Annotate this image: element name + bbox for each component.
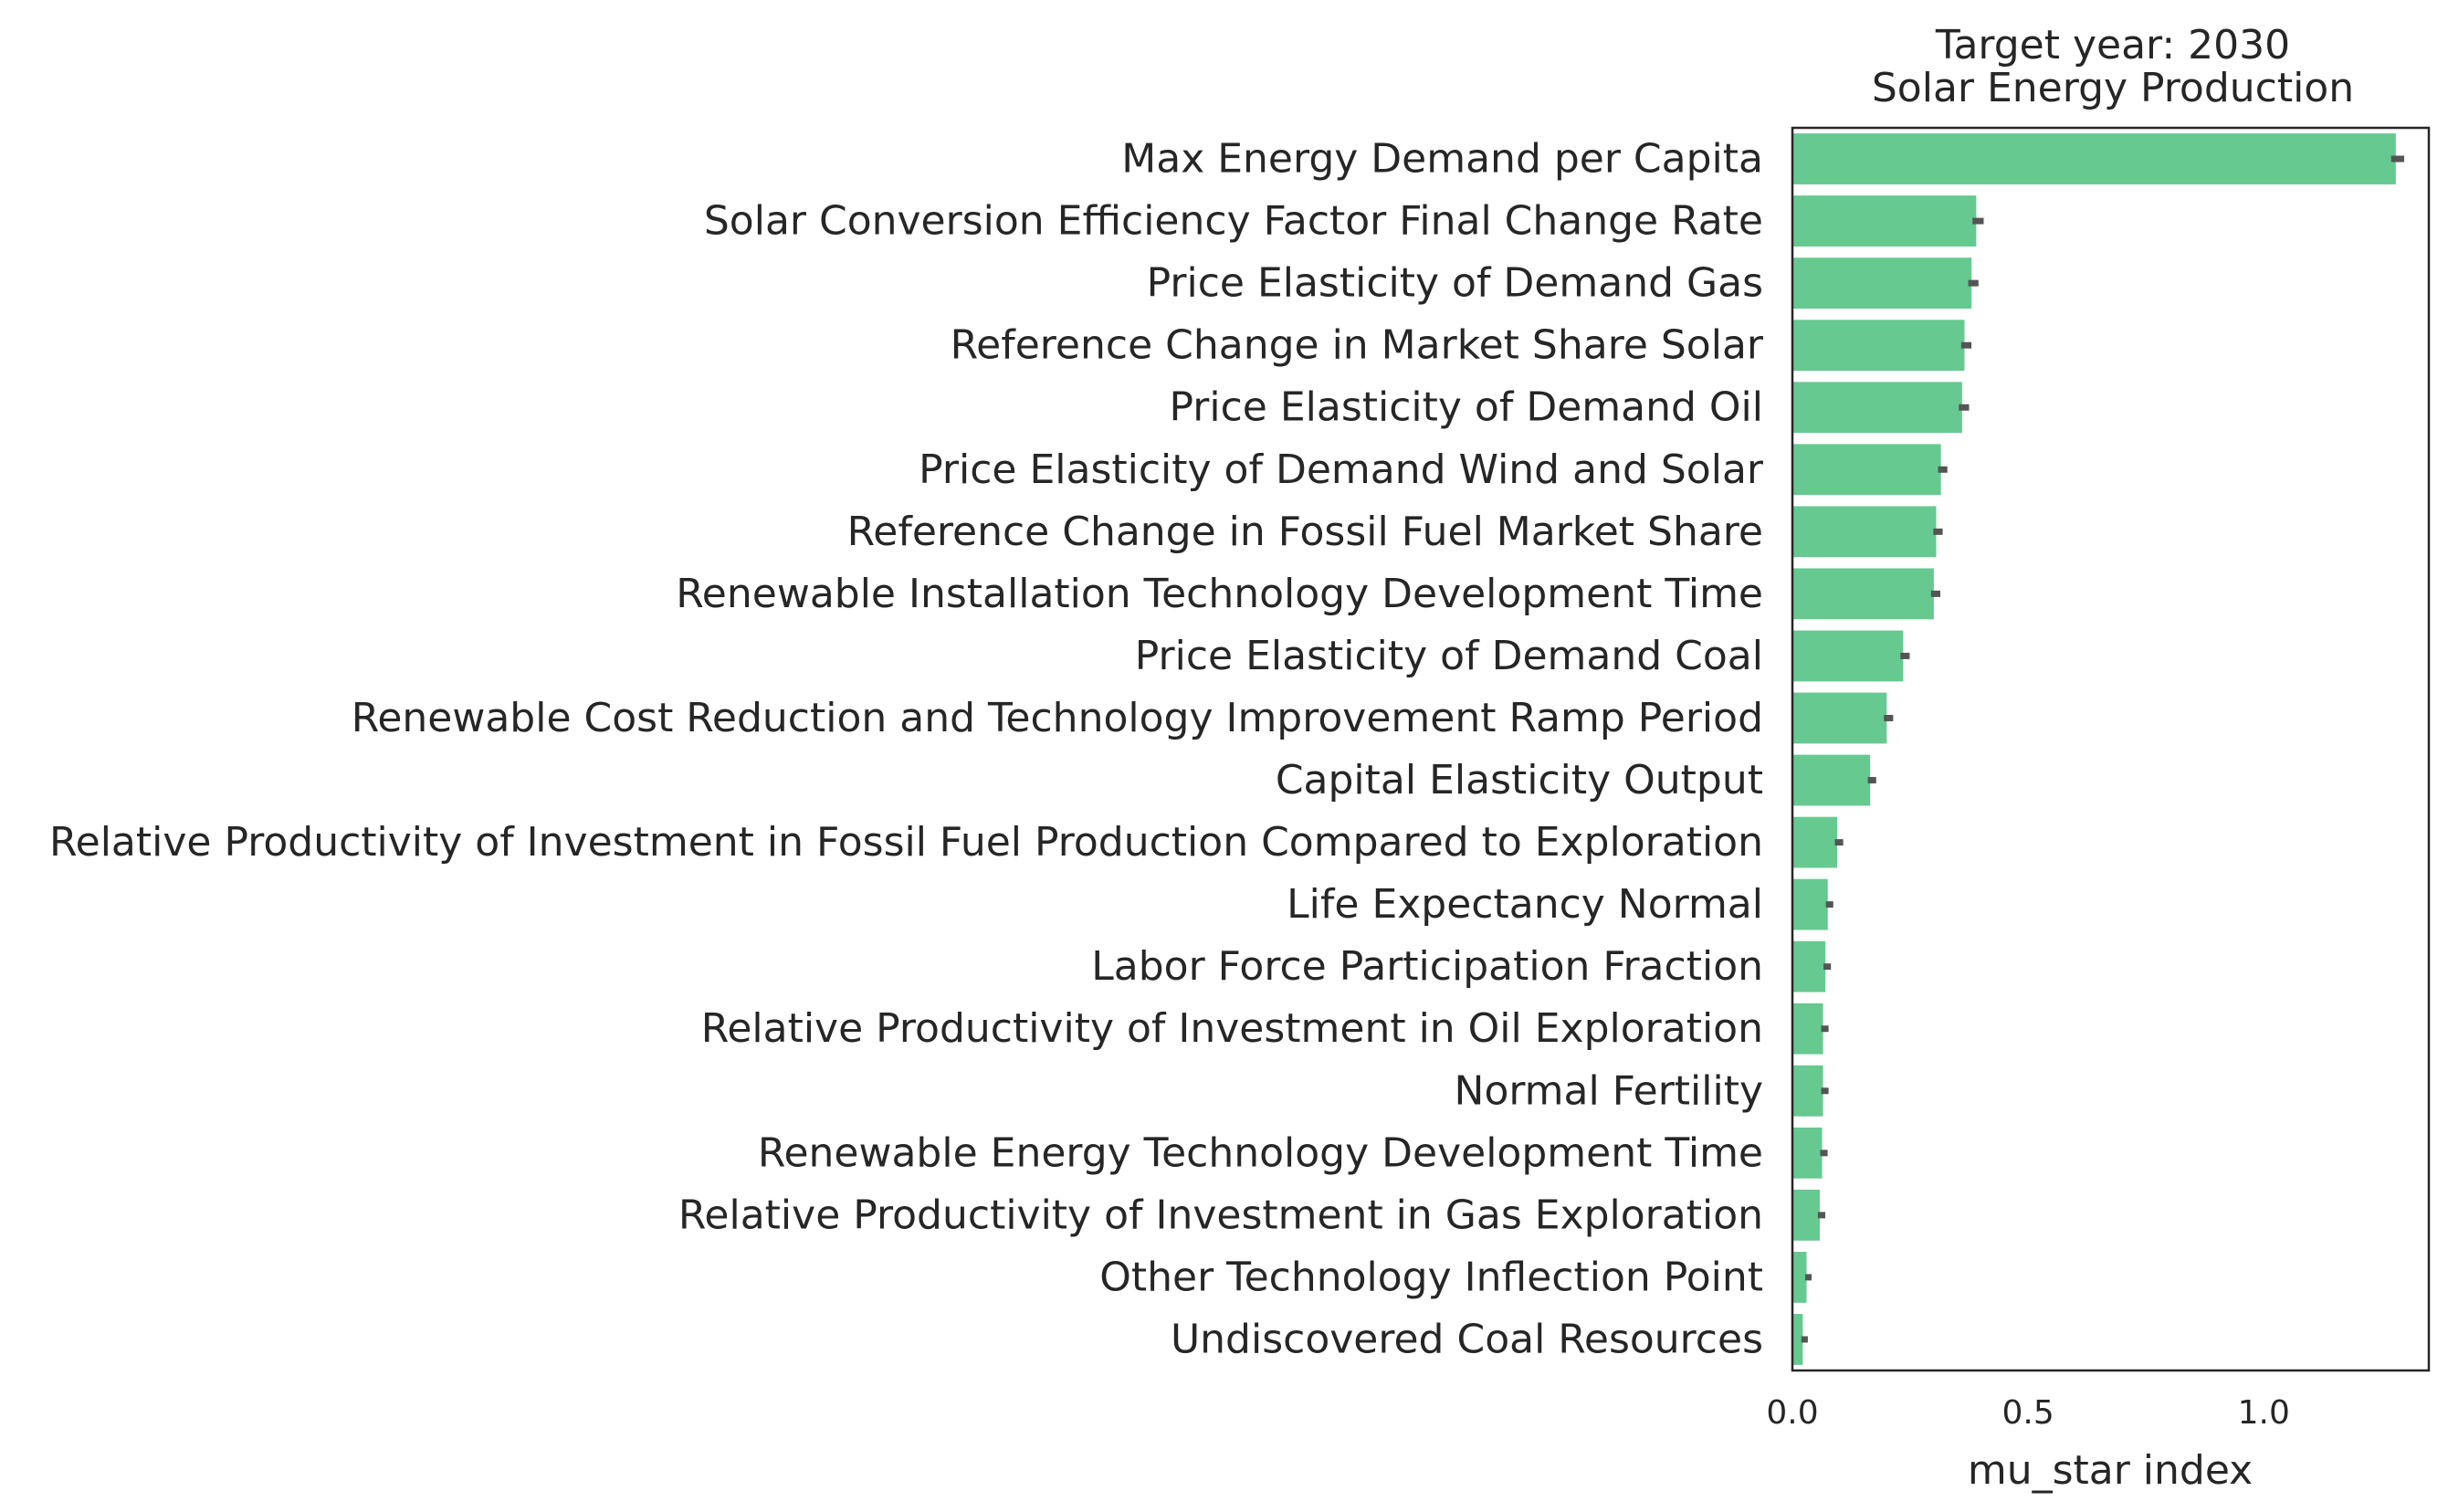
bar bbox=[1792, 1252, 1807, 1303]
bar bbox=[1792, 444, 1941, 496]
bars-group bbox=[1792, 133, 2405, 1365]
category-label: Solar Conversion Efficiency Factor Final… bbox=[704, 198, 1763, 245]
category-label: Other Technology Inflection Point bbox=[1099, 1254, 1763, 1300]
bar bbox=[1792, 382, 1962, 434]
bar bbox=[1792, 568, 1934, 620]
category-label: Relative Productivity of Investment in F… bbox=[49, 819, 1763, 866]
chart-title-line-2: Solar Energy Production bbox=[1872, 65, 2354, 111]
x-tick-label: 0.0 bbox=[1766, 1394, 1818, 1432]
chart-title-line-1: Target year: 2030 bbox=[1935, 22, 2290, 68]
plot-frame bbox=[1791, 126, 2431, 1372]
bar bbox=[1792, 1127, 1823, 1179]
x-axis-label: mu_star index bbox=[1968, 1447, 2253, 1494]
bar bbox=[1792, 754, 1871, 806]
bar bbox=[1792, 692, 1887, 744]
category-label: Renewable Installation Technology Develo… bbox=[676, 571, 1763, 617]
category-label: Renewable Energy Technology Development … bbox=[758, 1129, 1763, 1176]
bar bbox=[1792, 1314, 1803, 1365]
bar bbox=[1792, 630, 1904, 682]
category-label: Renewable Cost Reduction and Technology … bbox=[352, 695, 1763, 741]
category-label: Price Elasticity of Demand Oil bbox=[1170, 384, 1763, 431]
x-ticks-group: 0.0 0.5 1.0 bbox=[1766, 1394, 2290, 1432]
category-label: Relative Productivity of Investment in O… bbox=[701, 1005, 1763, 1052]
bar bbox=[1792, 506, 1937, 558]
bar bbox=[1792, 1189, 1820, 1241]
x-tick-label: 0.5 bbox=[2002, 1394, 2054, 1432]
category-label: Relative Productivity of Investment in G… bbox=[678, 1192, 1763, 1238]
category-label: Capital Elasticity Output bbox=[1276, 757, 1763, 803]
bar bbox=[1792, 1065, 1823, 1117]
category-labels-group: Max Energy Demand per Capita Solar Conver… bbox=[49, 136, 1764, 1363]
bar bbox=[1792, 1003, 1823, 1055]
category-label: Undiscovered Coal Resources bbox=[1171, 1316, 1763, 1362]
bar bbox=[1792, 940, 1826, 992]
category-label: Labor Force Participation Fraction bbox=[1091, 943, 1763, 990]
bar bbox=[1792, 878, 1828, 930]
category-label: Price Elasticity of Demand Gas bbox=[1147, 260, 1763, 307]
bar bbox=[1792, 195, 1977, 247]
category-label: Life Expectancy Normal bbox=[1287, 881, 1763, 928]
category-label: Reference Change in Fossil Fuel Market S… bbox=[847, 509, 1763, 555]
category-label: Price Elasticity of Demand Coal bbox=[1135, 633, 1763, 679]
bar bbox=[1792, 320, 1965, 372]
bar bbox=[1792, 816, 1838, 868]
bar bbox=[1792, 133, 2396, 184]
x-tick-label: 1.0 bbox=[2238, 1394, 2290, 1432]
bar bbox=[1792, 257, 1972, 310]
category-label: Max Energy Demand per Capita bbox=[1121, 136, 1763, 183]
category-label: Reference Change in Market Share Solar bbox=[951, 322, 1764, 369]
category-label: Price Elasticity of Demand Wind and Sola… bbox=[919, 446, 1764, 493]
category-label: Normal Fertility bbox=[1455, 1067, 1763, 1114]
